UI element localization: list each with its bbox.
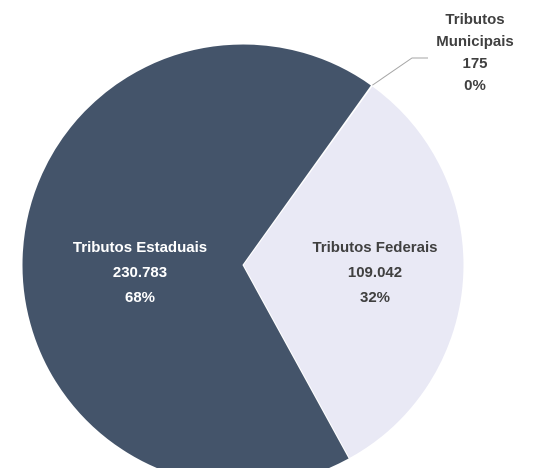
slice-value: 230.783	[113, 264, 167, 281]
slice-label: Tributos Federais	[312, 239, 437, 256]
slice-value: 175	[462, 55, 487, 72]
leader-line	[371, 57, 428, 86]
slice-value: 109.042	[348, 264, 402, 281]
slice-label: Tributos Estaduais	[73, 239, 207, 256]
slice-label: Tributos Municipais	[436, 11, 514, 50]
slice-percent: 68%	[125, 289, 155, 306]
slice-percent: 0%	[464, 77, 486, 94]
slice-percent: 32%	[360, 289, 390, 306]
pie-slice	[21, 43, 373, 473]
